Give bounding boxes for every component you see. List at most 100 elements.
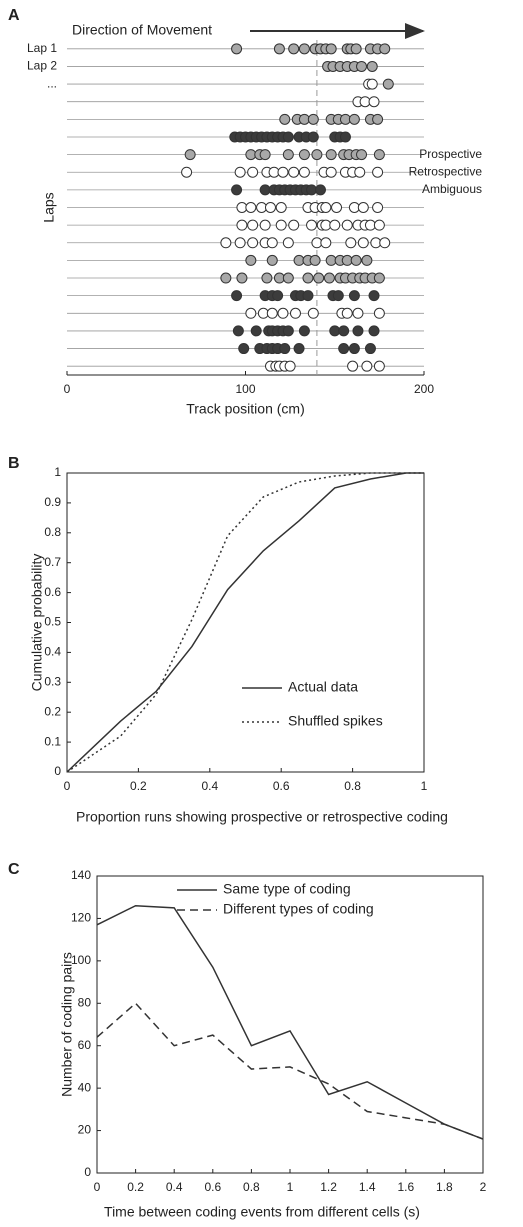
y-tick-label: 0.9 bbox=[44, 495, 61, 509]
point bbox=[282, 149, 294, 161]
point bbox=[277, 307, 289, 319]
y-tick-label: Lap 2 bbox=[27, 59, 57, 73]
series-line bbox=[66, 472, 424, 773]
point bbox=[266, 254, 278, 266]
y-axis-label: Cumulative probability bbox=[29, 554, 45, 692]
point bbox=[289, 307, 301, 319]
series-line bbox=[66, 472, 424, 773]
point bbox=[357, 237, 369, 249]
point bbox=[368, 290, 380, 302]
legend-label: Different types of coding bbox=[223, 901, 374, 917]
point bbox=[364, 343, 376, 355]
point bbox=[231, 184, 243, 196]
x-axis-label: Proportion runs showing prospective or r… bbox=[76, 809, 448, 825]
point bbox=[236, 272, 248, 284]
point bbox=[234, 237, 246, 249]
point bbox=[361, 360, 373, 372]
point bbox=[320, 237, 332, 249]
y-tick-label: 40 bbox=[78, 1080, 92, 1094]
point bbox=[293, 343, 305, 355]
y-tick-label: 0.3 bbox=[44, 674, 61, 688]
point bbox=[348, 343, 360, 355]
x-tick-label: 1 bbox=[421, 779, 428, 793]
panel-label: A bbox=[8, 7, 20, 24]
point bbox=[245, 202, 257, 213]
point bbox=[307, 131, 319, 143]
series-line bbox=[96, 904, 484, 1140]
point bbox=[245, 307, 257, 319]
point bbox=[298, 166, 310, 178]
point bbox=[275, 202, 287, 213]
y-tick-label: Lap 1 bbox=[27, 41, 57, 55]
point bbox=[273, 43, 285, 55]
y-tick-label: 0.4 bbox=[44, 645, 61, 659]
point bbox=[366, 60, 378, 72]
y-tick-label: 80 bbox=[78, 995, 92, 1009]
legend-label: Shuffled spikes bbox=[288, 713, 383, 729]
x-axis-label: Time between coding events from differen… bbox=[104, 1204, 420, 1220]
point bbox=[366, 78, 378, 90]
point bbox=[247, 237, 259, 249]
point bbox=[250, 325, 262, 337]
point bbox=[232, 325, 244, 337]
x-tick-label: 0.2 bbox=[130, 779, 147, 793]
point bbox=[331, 202, 343, 213]
point bbox=[352, 307, 364, 319]
point bbox=[314, 184, 326, 196]
point bbox=[302, 272, 314, 284]
point bbox=[234, 166, 246, 178]
point bbox=[354, 166, 366, 178]
point bbox=[231, 290, 243, 302]
x-tick-label: 0 bbox=[94, 1180, 101, 1194]
y-tick-label: 0.2 bbox=[44, 704, 61, 718]
y-tick-label: 120 bbox=[71, 911, 91, 925]
legend-label: Ambiguous bbox=[422, 182, 482, 196]
series-line bbox=[96, 1002, 484, 1140]
point bbox=[352, 325, 364, 337]
y-tick-label: 60 bbox=[78, 1038, 92, 1052]
point bbox=[313, 272, 325, 284]
point bbox=[373, 307, 385, 319]
legend-label: Actual data bbox=[288, 679, 358, 695]
x-tick-label: 1.6 bbox=[397, 1180, 414, 1194]
point bbox=[373, 360, 385, 372]
point bbox=[247, 219, 259, 231]
point bbox=[345, 237, 357, 249]
point bbox=[282, 131, 294, 143]
point bbox=[238, 343, 250, 355]
point bbox=[382, 78, 394, 90]
point bbox=[284, 360, 296, 372]
point bbox=[306, 219, 318, 231]
point bbox=[341, 307, 353, 319]
x-tick-label: 0 bbox=[64, 382, 71, 396]
y-axis-label: Laps bbox=[41, 192, 57, 222]
y-tick-label: 0.1 bbox=[44, 734, 61, 748]
point bbox=[356, 149, 368, 161]
point bbox=[245, 254, 257, 266]
y-axis-label: Number of coding pairs bbox=[59, 952, 75, 1097]
point bbox=[325, 149, 337, 161]
point bbox=[347, 360, 359, 372]
point bbox=[332, 290, 344, 302]
legend-label: Retrospective bbox=[409, 164, 483, 178]
y-tick-label: 0.7 bbox=[44, 555, 61, 569]
y-tick-label: 0.5 bbox=[44, 615, 61, 629]
point bbox=[279, 113, 291, 125]
x-tick-label: 100 bbox=[235, 382, 255, 396]
point bbox=[266, 307, 278, 319]
point bbox=[288, 219, 300, 231]
point bbox=[373, 219, 385, 231]
point bbox=[264, 202, 276, 213]
point bbox=[307, 307, 319, 319]
point bbox=[288, 166, 300, 178]
x-tick-label: 0.4 bbox=[201, 779, 218, 793]
point bbox=[338, 343, 350, 355]
point bbox=[282, 237, 294, 249]
x-tick-label: 0.2 bbox=[127, 1180, 144, 1194]
point bbox=[373, 272, 385, 284]
y-tick-label: 140 bbox=[71, 868, 91, 882]
point bbox=[311, 149, 323, 161]
point bbox=[282, 272, 294, 284]
point bbox=[181, 166, 193, 178]
